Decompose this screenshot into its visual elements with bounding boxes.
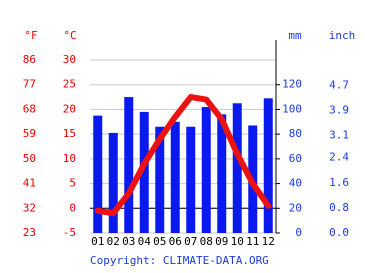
x-tick-label: 08 (200, 235, 213, 248)
y-tick-label: 0 (69, 201, 76, 214)
yf-tick-label: 50 (23, 152, 36, 165)
x-tick-label: 03 (122, 235, 135, 248)
bar (201, 106, 211, 233)
x-tick-label: 11 (246, 235, 259, 248)
y2-tick-label: 60 (289, 152, 302, 165)
y-tick-label: -5 (63, 226, 76, 239)
x-tick-label: 10 (231, 235, 244, 248)
x-tick-label: 09 (215, 235, 228, 248)
source: Copyright: CLIMATE-DATA.ORG (90, 254, 269, 267)
x-tick-label: 02 (107, 235, 120, 248)
x-tick-label: 06 (169, 235, 182, 248)
yf-tick-label: 23 (23, 226, 36, 239)
axis-title-c: °C (63, 29, 76, 42)
yf-tick-label: 86 (23, 53, 36, 66)
axis-title-mm: mm (288, 29, 302, 42)
bar (108, 132, 118, 233)
y2-tick-label: 100 (282, 102, 302, 115)
yf-tick-label: 77 (23, 78, 36, 91)
x-tick-label: 01 (91, 235, 104, 248)
axis-title-f: °F (24, 29, 37, 42)
axis-title-inch: inch (329, 29, 356, 42)
bar (170, 121, 180, 233)
temperature-line (94, 94, 272, 217)
yf-tick-label: 41 (23, 177, 36, 190)
bar (186, 126, 196, 233)
bar (124, 97, 134, 233)
x-tick-label: 07 (184, 235, 197, 248)
bar (232, 103, 242, 233)
y-tick-label: 25 (63, 78, 76, 91)
y2-tick-label: 120 (282, 78, 302, 91)
bar (217, 114, 227, 233)
x-tick-label: 04 (138, 235, 152, 248)
yf-tick-label: 68 (23, 102, 36, 115)
yf-tick-label: 59 (23, 127, 36, 140)
y-tick-label: 20 (63, 102, 76, 115)
y2-tick-label: 0 (295, 226, 302, 239)
bar (155, 126, 165, 233)
bar (93, 115, 103, 233)
y2in-tick-label: 2.4 (329, 151, 349, 164)
yf-tick-label: 32 (23, 201, 36, 214)
y-tick-label: 5 (69, 177, 76, 190)
bar (139, 111, 149, 233)
y2-tick-label: 20 (289, 201, 302, 214)
bar (263, 98, 273, 233)
y-tick-label: 30 (63, 53, 76, 66)
y-tick-label: 15 (63, 127, 76, 140)
y2in-tick-label: 0.0 (329, 226, 349, 239)
y2in-tick-label: 3.9 (329, 104, 349, 117)
x-tick-label: 05 (153, 235, 166, 248)
y2-tick-label: 80 (289, 127, 302, 140)
y2in-tick-label: 1.6 (329, 176, 349, 189)
y2in-tick-label: 3.1 (329, 129, 349, 142)
y-tick-label: 10 (63, 152, 76, 165)
x-tick-label: 12 (262, 235, 275, 248)
y2-tick-label: 40 (289, 177, 302, 190)
y2in-tick-label: 0.8 (329, 201, 349, 214)
y2in-tick-label: 4.7 (329, 78, 349, 91)
